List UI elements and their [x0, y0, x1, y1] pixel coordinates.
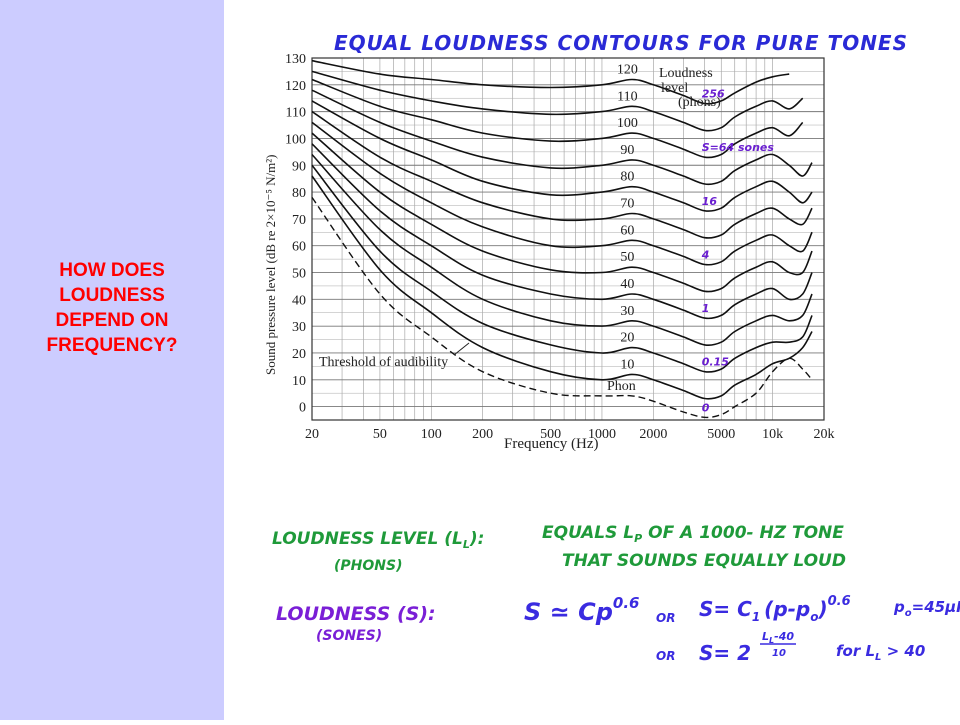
- x-tick-label: 500: [540, 427, 561, 442]
- y-tick-label: 70: [292, 213, 306, 228]
- y-tick-label: 40: [292, 293, 306, 308]
- phon-label-10: 10: [620, 357, 634, 372]
- p0-value: po=45μPa: [893, 598, 960, 619]
- sone-label: 0: [702, 401, 710, 414]
- sidebar: HOW DOES LOUDNESS DEPEND ON FREQUENCY?: [0, 0, 224, 720]
- loudness-curve-40: [311, 143, 813, 320]
- slide-content: EQUAL LOUDNESS CONTOURS FOR PURE TONES 0…: [224, 0, 960, 720]
- y-tick-label: 120: [285, 79, 306, 94]
- loudness-curve-110: [311, 70, 804, 132]
- question-line-4: FREQUENCY?: [46, 335, 178, 356]
- loudness-curve-0: [311, 196, 813, 419]
- x-tick-label: 200: [472, 427, 493, 442]
- x-tick-label: 20: [305, 427, 319, 442]
- x-tick-label: 5000: [707, 427, 735, 442]
- y-tick-label: 80: [292, 186, 306, 201]
- y-tick-label: 10: [292, 374, 306, 389]
- chart-grid: [311, 57, 825, 420]
- sone-label: 256: [702, 88, 725, 101]
- loudness-curve-100: [311, 78, 804, 159]
- loudness-curve-10: [311, 175, 813, 400]
- y-tick-label: 30: [292, 320, 306, 335]
- x-axis-label: Frequency (Hz): [504, 436, 599, 452]
- y-tick-label: 130: [285, 52, 306, 67]
- phon-label-40: 40: [620, 277, 634, 292]
- formula-pressure: S= C1 (p-po)0.6: [699, 594, 851, 624]
- equals-line-1: EQUALS LP OF A 1000- HZ TONE: [542, 523, 844, 545]
- y-axis-label: Sound pressure level (dB re 2×10⁻⁵ N/m²): [263, 155, 278, 375]
- notes-area: LOUDNESS LEVEL (LL): (PHONS) EQUALS LP OF…: [224, 480, 960, 720]
- chart-curves: [311, 59, 813, 419]
- formula-exponential: S= 2: [699, 641, 751, 665]
- phon-label-120: 120: [617, 62, 638, 77]
- y-tick-label: 20: [292, 347, 306, 362]
- question-line-1: HOW DOES: [59, 260, 165, 281]
- sone-label: S=64 sones: [702, 141, 775, 154]
- y-tick-label: 110: [286, 106, 306, 121]
- phons-label: (PHONS): [334, 558, 402, 574]
- y-tick-label: 0: [299, 401, 306, 416]
- exponent-numerator: LL-40: [762, 630, 794, 645]
- x-tick-label: 50: [373, 427, 387, 442]
- phon-label-30: 30: [620, 304, 634, 319]
- y-tick-label: 50: [292, 267, 306, 282]
- threshold-label: Threshold of audibility: [319, 355, 448, 370]
- equals-line-2: THAT SOUNDS EQUALLY LOUD: [562, 551, 846, 571]
- loudness-level-label: LOUDNESS LEVEL (LL):: [272, 529, 484, 551]
- sone-label: 4: [701, 248, 710, 261]
- y-tick-label: 60: [292, 240, 306, 255]
- y-tick-label: 90: [292, 159, 306, 174]
- or-2: OR: [656, 649, 675, 663]
- sones-label: (SONES): [316, 628, 382, 644]
- legend-title-line-3: (phons): [678, 95, 721, 110]
- x-tick-label: 10k: [762, 427, 783, 442]
- plot-frame: [311, 57, 825, 421]
- equal-loudness-chart: EQUAL LOUDNESS CONTOURS FOR PURE TONES 0…: [263, 31, 908, 452]
- phon-label-90: 90: [620, 143, 634, 158]
- phon-label-60: 60: [620, 223, 634, 238]
- question-text: HOW DOES LOUDNESS DEPEND ON FREQUENCY?: [0, 258, 224, 358]
- loudness-curve-30: [311, 153, 813, 346]
- legend-title-line-2: level: [661, 81, 688, 96]
- loudness-curve-120: [311, 59, 790, 105]
- condition: for LL > 40: [836, 642, 925, 663]
- phon-label-110: 110: [617, 89, 637, 104]
- phon-label-100: 100: [617, 116, 638, 131]
- or-1: OR: [656, 611, 675, 625]
- chart-title: EQUAL LOUDNESS CONTOURS FOR PURE TONES: [334, 31, 908, 55]
- loudness-curve-20: [311, 164, 813, 373]
- sone-label: 1: [702, 302, 710, 315]
- threshold-pointer: [453, 342, 470, 356]
- x-tick-label: 1000: [588, 427, 616, 442]
- sone-label: 0.15: [702, 356, 729, 369]
- loudness-curve-70: [311, 110, 813, 239]
- loudness-curve-80: [311, 100, 813, 212]
- handwritten-notes: LOUDNESS LEVEL (LL): (PHONS) EQUALS LP OF…: [272, 523, 960, 665]
- phon-label-0: Phon: [607, 379, 636, 394]
- phon-label-50: 50: [620, 250, 634, 265]
- x-tick-label: 20k: [814, 427, 835, 442]
- x-tick-label: 100: [421, 427, 442, 442]
- loudness-s-label: LOUDNESS (S):: [276, 603, 436, 625]
- legend-title-line-1: Loudness: [659, 66, 713, 81]
- phon-label-70: 70: [620, 197, 634, 212]
- loudness-curve-50: [311, 132, 813, 293]
- x-tick-label: 2000: [639, 427, 667, 442]
- question-line-3: DEPEND ON: [55, 310, 169, 331]
- formula-power: S ≃ Cp0.6: [524, 594, 639, 626]
- loudness-curve-90: [311, 89, 813, 186]
- phon-label-20: 20: [620, 331, 634, 346]
- loudness-curve-60: [311, 121, 813, 266]
- y-tick-label: 100: [285, 132, 306, 147]
- question-line-2: LOUDNESS: [59, 285, 165, 306]
- sone-label: 16: [702, 195, 718, 208]
- phon-label-80: 80: [620, 170, 634, 185]
- exponent-denominator: 10: [772, 648, 786, 659]
